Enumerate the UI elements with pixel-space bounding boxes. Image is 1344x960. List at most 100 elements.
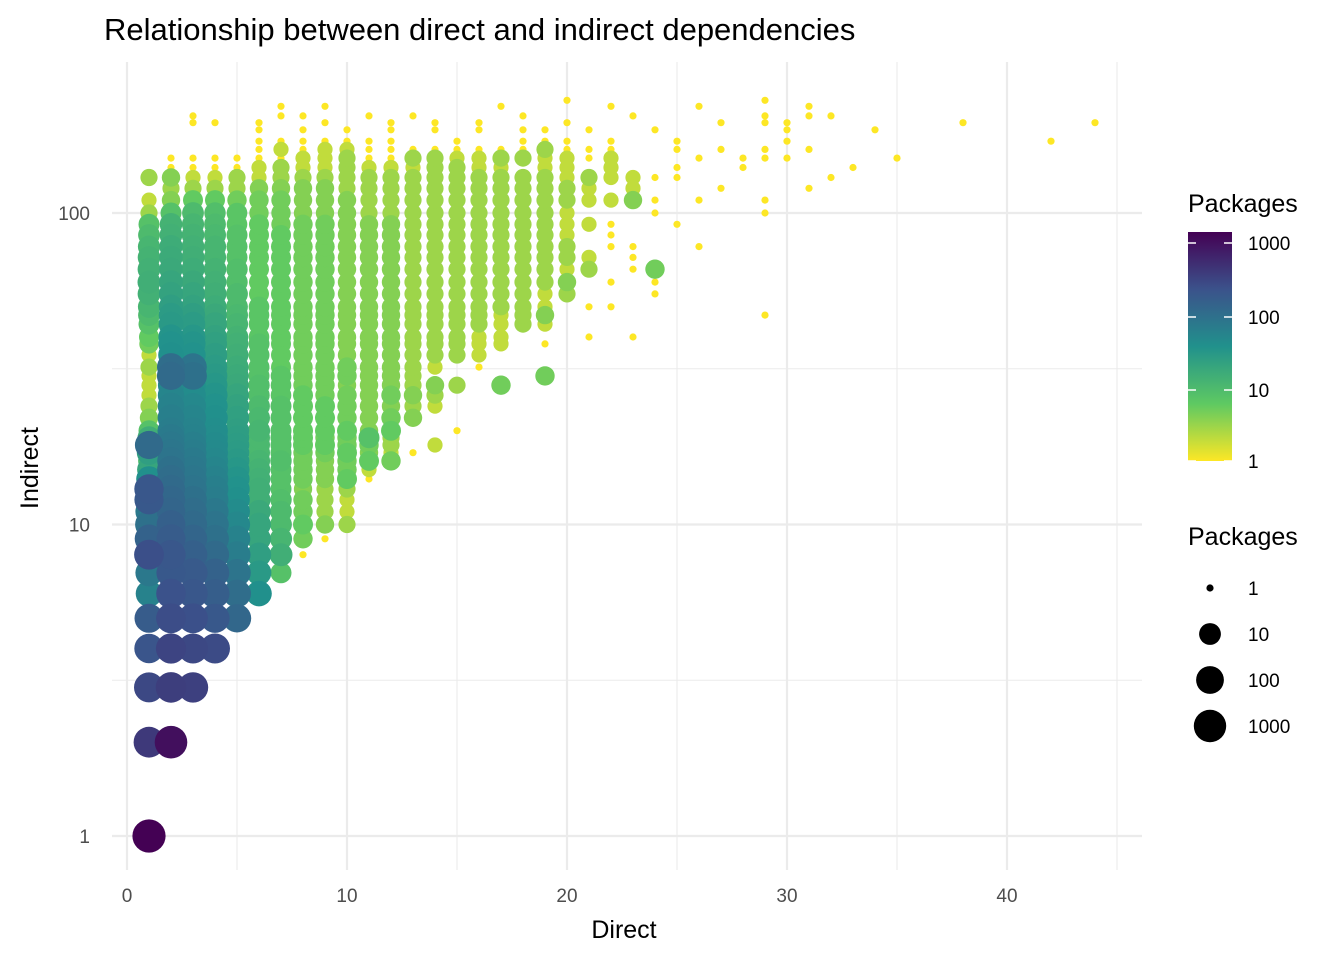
data-point bbox=[381, 272, 401, 292]
data-point bbox=[519, 126, 527, 134]
data-point bbox=[695, 196, 703, 204]
data-point bbox=[211, 163, 219, 172]
data-point bbox=[200, 603, 230, 633]
data-point bbox=[178, 633, 208, 664]
data-point bbox=[603, 150, 619, 166]
data-point bbox=[805, 184, 813, 192]
size-legend-key bbox=[1206, 584, 1214, 592]
data-point bbox=[717, 119, 725, 127]
size-legend-title: Packages bbox=[1188, 523, 1298, 551]
data-point bbox=[255, 119, 263, 127]
data-point bbox=[1091, 119, 1099, 127]
y-tick-labels: 1 10 100 bbox=[58, 204, 90, 848]
data-point bbox=[404, 204, 422, 222]
data-point bbox=[492, 260, 510, 278]
data-point bbox=[581, 192, 597, 208]
x-tick-label: 40 bbox=[996, 886, 1017, 907]
data-point bbox=[404, 298, 422, 316]
color-legend-title: Packages bbox=[1188, 190, 1298, 218]
data-point bbox=[537, 286, 553, 302]
data-point bbox=[470, 191, 488, 209]
data-point bbox=[189, 112, 197, 120]
data-point bbox=[211, 119, 219, 127]
data-point bbox=[761, 145, 769, 153]
data-point bbox=[273, 141, 289, 157]
data-point bbox=[404, 168, 422, 187]
data-point bbox=[269, 527, 293, 550]
data-point bbox=[270, 450, 292, 472]
data-point bbox=[387, 137, 395, 145]
data-point bbox=[134, 672, 164, 703]
data-point bbox=[541, 126, 549, 134]
data-point bbox=[293, 179, 313, 198]
data-point bbox=[299, 137, 307, 145]
data-point bbox=[827, 173, 835, 182]
data-point bbox=[255, 145, 263, 153]
color-bar bbox=[1188, 232, 1232, 461]
data-point bbox=[233, 154, 241, 162]
data-point bbox=[514, 204, 532, 222]
data-point bbox=[293, 385, 313, 406]
data-point bbox=[409, 112, 417, 120]
data-point bbox=[365, 475, 373, 483]
data-point bbox=[536, 191, 554, 209]
data-point bbox=[178, 603, 208, 634]
data-point bbox=[141, 192, 157, 208]
data-point bbox=[189, 119, 197, 127]
data-point bbox=[603, 192, 619, 208]
data-point bbox=[581, 249, 597, 265]
data-point bbox=[155, 633, 187, 664]
data-point bbox=[783, 154, 791, 162]
data-point bbox=[426, 204, 444, 222]
size-legend-label: 1 bbox=[1248, 579, 1259, 600]
data-point bbox=[269, 543, 293, 567]
data-point bbox=[514, 260, 532, 278]
data-point bbox=[381, 215, 401, 234]
size-legend-key bbox=[1199, 623, 1221, 645]
size-legend-keys: 1 10 100 1000 bbox=[1193, 579, 1290, 743]
data-point bbox=[293, 514, 313, 535]
data-point bbox=[514, 149, 532, 167]
data-point bbox=[359, 450, 379, 471]
data-point bbox=[409, 449, 417, 457]
data-point bbox=[387, 119, 395, 127]
data-point bbox=[761, 119, 769, 127]
points-layer bbox=[132, 96, 1099, 853]
data-point bbox=[426, 191, 444, 209]
data-point bbox=[338, 515, 356, 534]
data-point bbox=[783, 137, 791, 145]
data-point bbox=[226, 258, 248, 280]
data-point bbox=[585, 145, 593, 153]
data-point bbox=[178, 578, 208, 609]
color-legend-ticks: 1000 100 10 1 bbox=[1188, 234, 1290, 473]
size-legend-label: 1000 bbox=[1248, 717, 1290, 738]
y-axis-title: Indirect bbox=[16, 427, 44, 509]
data-point bbox=[514, 285, 532, 303]
x-tick-label: 10 bbox=[336, 886, 357, 907]
data-point bbox=[629, 253, 637, 261]
data-point bbox=[541, 340, 549, 348]
data-point bbox=[189, 154, 197, 162]
data-point bbox=[695, 154, 703, 162]
data-point bbox=[359, 297, 379, 316]
data-point bbox=[559, 227, 575, 243]
data-point bbox=[299, 551, 307, 559]
data-point bbox=[293, 490, 313, 510]
data-point bbox=[448, 328, 466, 346]
data-point bbox=[497, 102, 505, 110]
data-point bbox=[317, 141, 333, 157]
color-legend-label: 1000 bbox=[1248, 234, 1290, 255]
x-tick-label: 20 bbox=[556, 886, 577, 907]
data-point bbox=[404, 273, 422, 291]
data-point bbox=[492, 168, 510, 187]
data-point bbox=[893, 154, 901, 162]
y-tick-label: 1 bbox=[79, 827, 90, 848]
data-point bbox=[426, 328, 444, 346]
data-point bbox=[293, 529, 313, 549]
data-point bbox=[337, 420, 357, 441]
data-point bbox=[761, 154, 769, 162]
data-point bbox=[849, 163, 857, 172]
data-point bbox=[651, 126, 659, 134]
data-point bbox=[299, 112, 307, 120]
data-point bbox=[226, 224, 248, 246]
